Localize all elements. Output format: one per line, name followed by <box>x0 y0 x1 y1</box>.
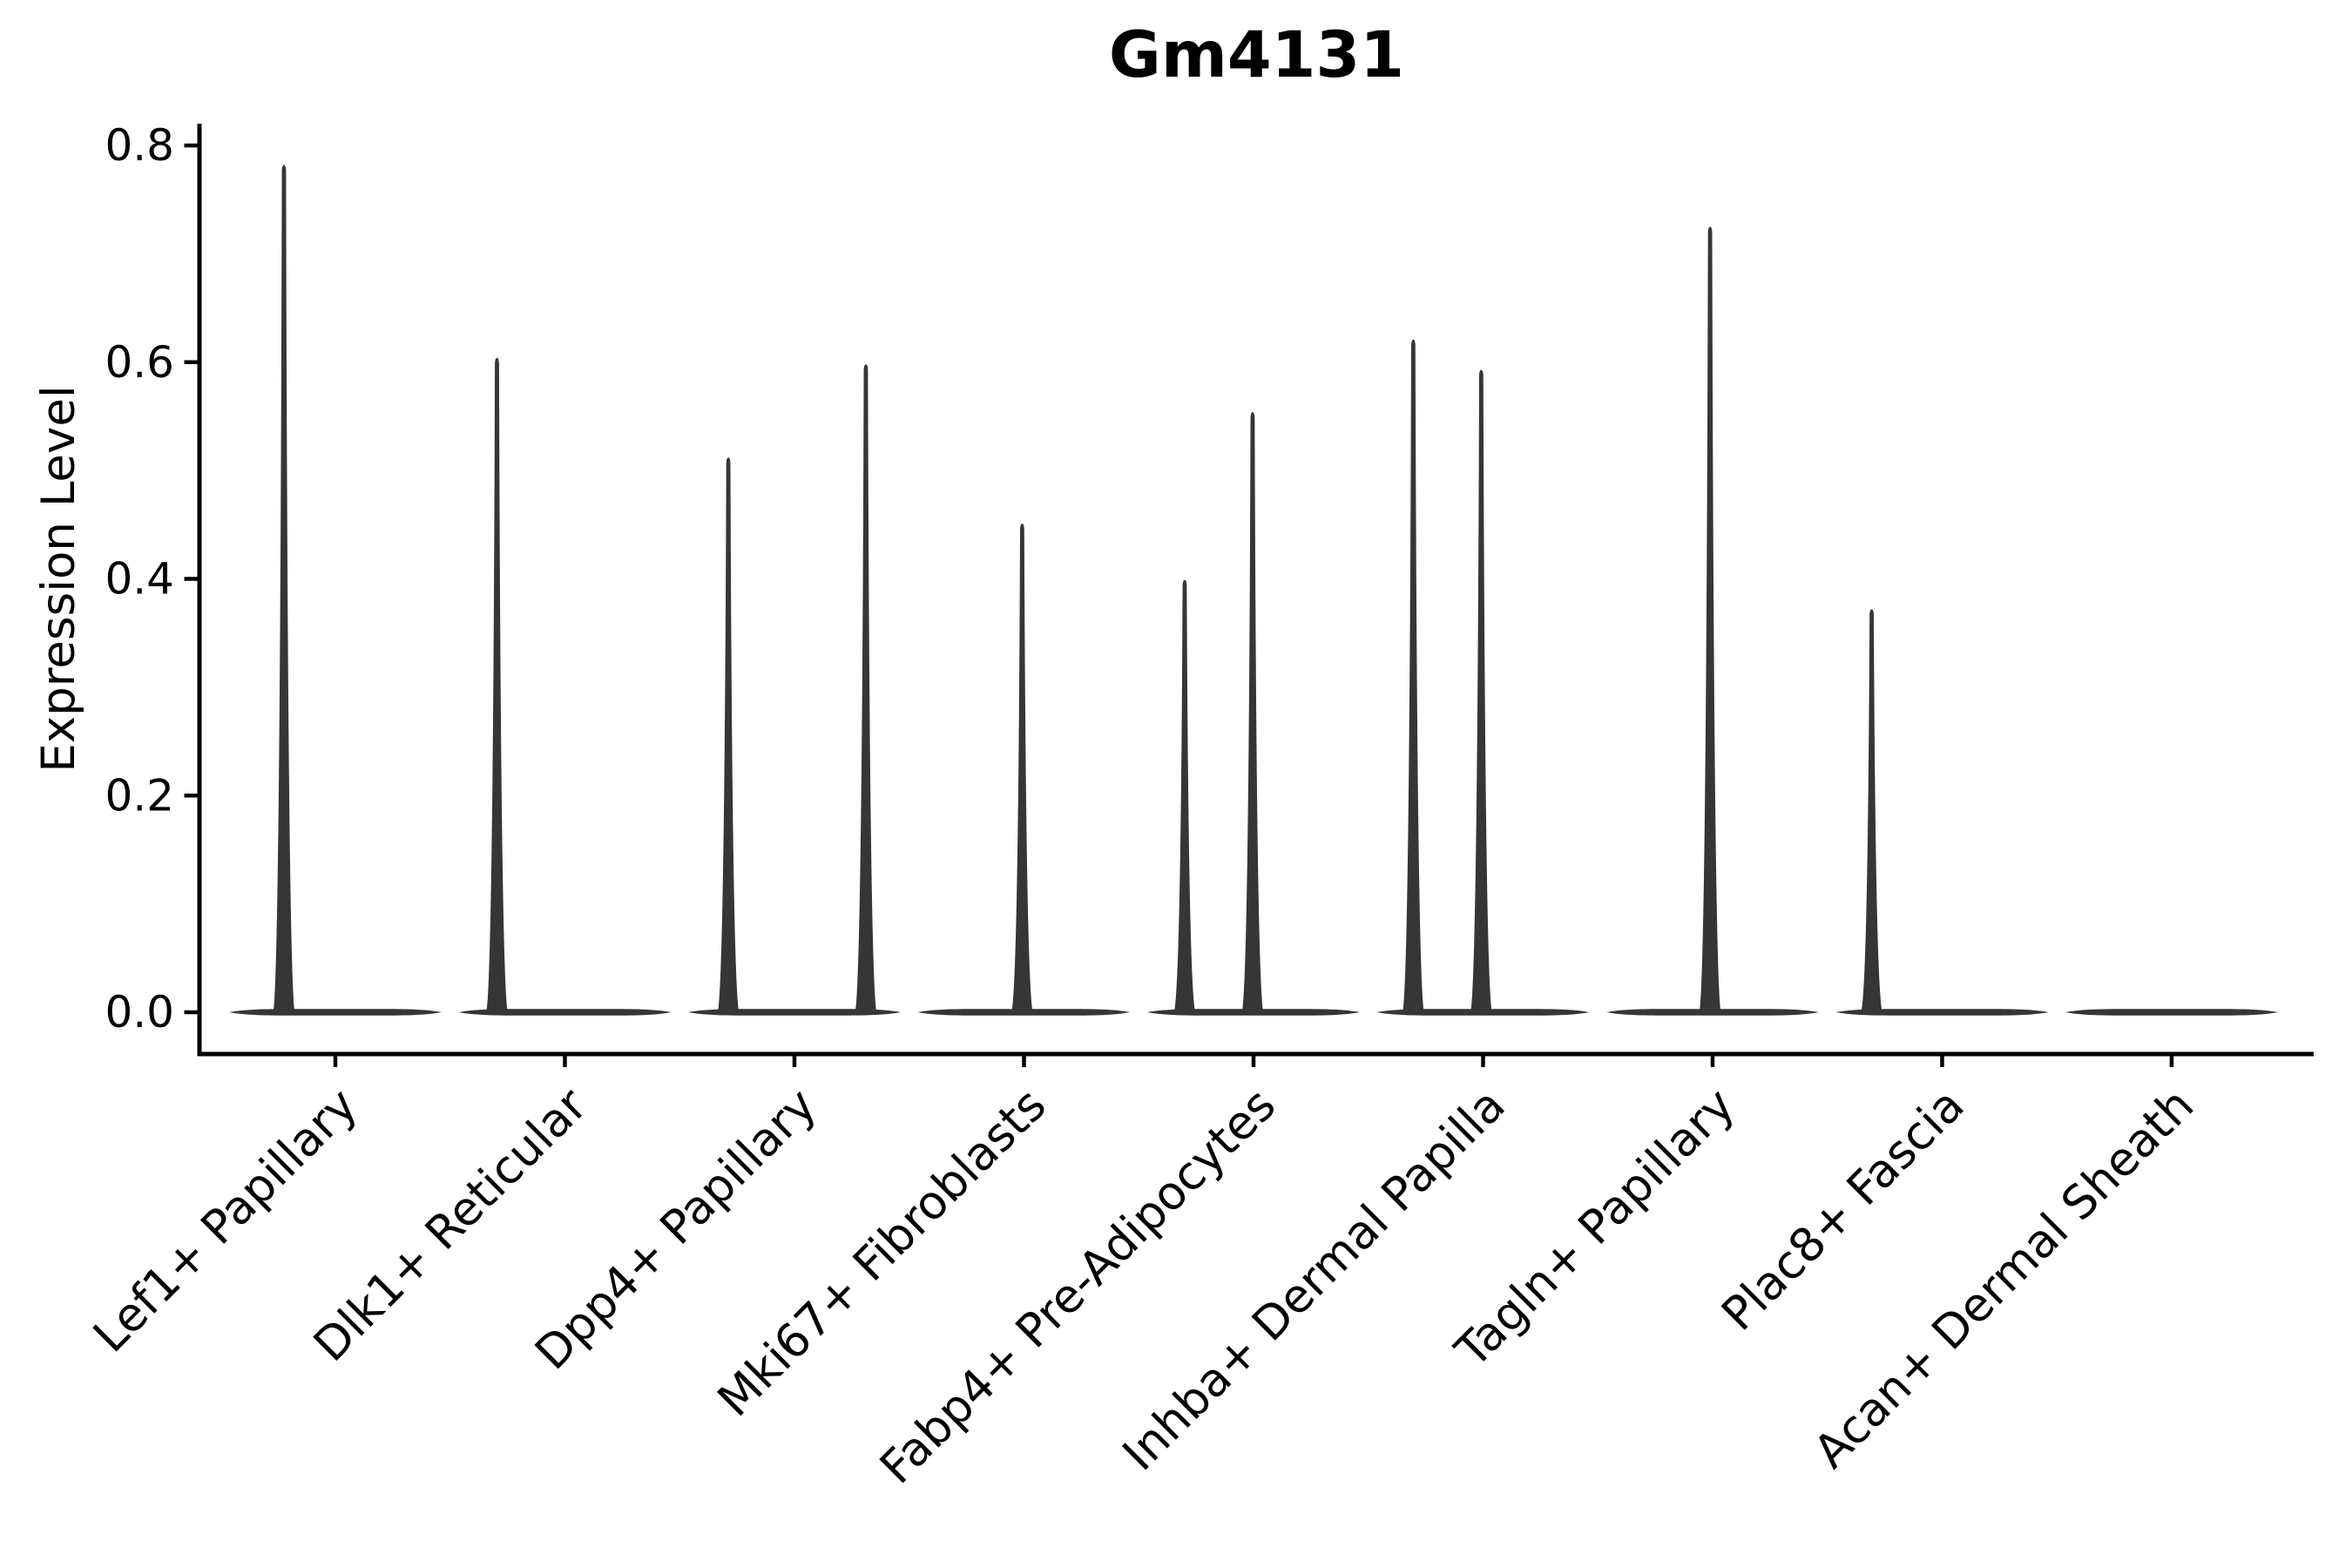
x-tick-label: Inhba+ Dermal Papilla <box>1113 1078 1516 1481</box>
violin-base <box>2065 1009 2279 1016</box>
y-tick-label: 0.0 <box>105 987 174 1037</box>
x-tick-label: Fabp4+ Pre-Adipocytes <box>870 1078 1286 1494</box>
violin-spike <box>1173 579 1196 1015</box>
violin-spike <box>1240 411 1264 1015</box>
violin-spike <box>272 165 295 1015</box>
violin-spike <box>1470 369 1493 1015</box>
violin-base <box>1835 1009 2049 1016</box>
y-tick-label: 0.4 <box>105 554 174 605</box>
x-tick-label: Acan+ Dermal Sheath <box>1804 1078 2204 1478</box>
y-tick-label: 0.8 <box>105 120 174 171</box>
violin-spike <box>1402 339 1425 1015</box>
violin-spike <box>717 457 740 1015</box>
violin-spike <box>1860 609 1883 1015</box>
y-tick-label: 0.2 <box>105 770 174 821</box>
violin-base <box>458 1009 672 1016</box>
violin-spike <box>1010 524 1034 1015</box>
violin-spike <box>854 364 877 1015</box>
violin-spike <box>485 357 509 1015</box>
x-tick-label: Plac8+ Fascia <box>1712 1078 1974 1341</box>
violin-base <box>687 1009 902 1016</box>
violin-spike <box>1699 226 1722 1015</box>
chart-title: Gm4131 <box>1109 18 1404 92</box>
violin-base <box>228 1009 443 1016</box>
y-tick-label: 0.6 <box>105 337 174 388</box>
y-axis-label: Expression Level <box>32 385 85 772</box>
